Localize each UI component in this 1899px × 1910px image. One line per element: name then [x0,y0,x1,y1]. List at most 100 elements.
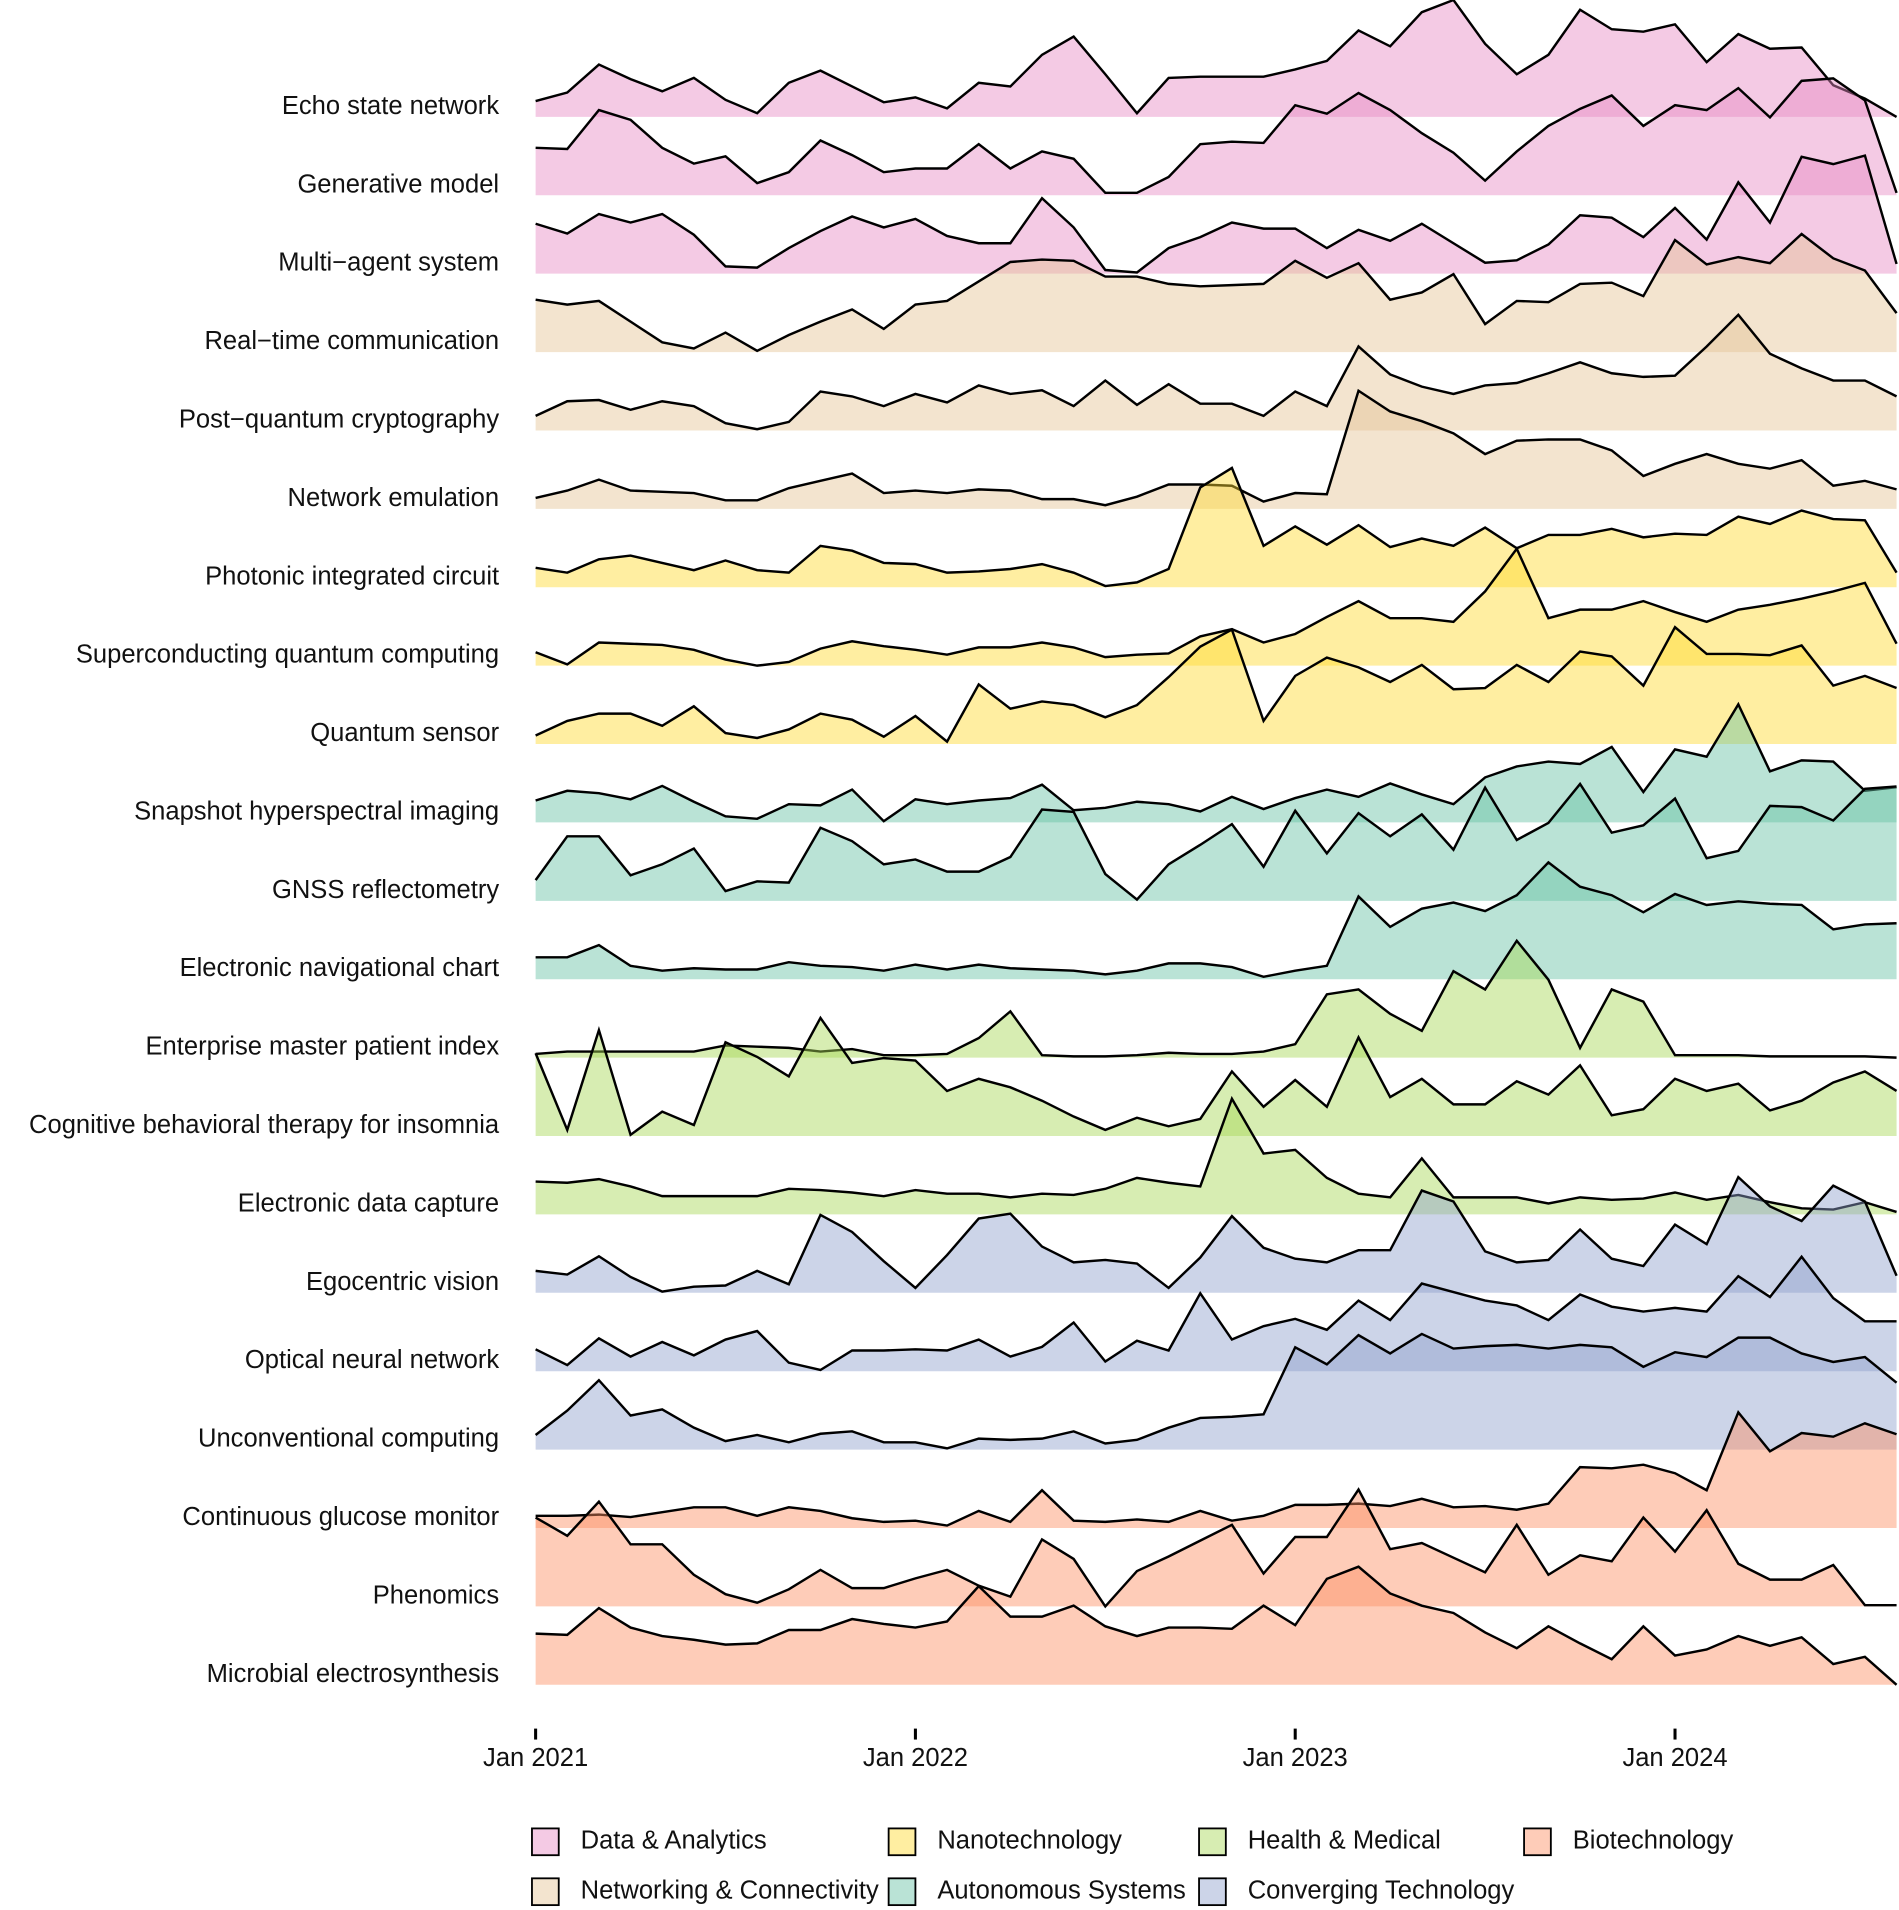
ridge-line [535,1409,1897,1527]
y-tick-label: GNSS reflectometry [272,876,499,904]
ridge-area [535,314,1897,431]
ridge-area [535,467,1897,588]
x-tick-label: Jan 2023 [1243,1744,1348,1772]
ridge [535,1254,1897,1372]
y-tick-label: Enterprise master patient index [146,1033,500,1061]
ridge-area [535,1412,1897,1528]
ridge-line [535,313,1898,431]
ridge-line [535,0,1898,118]
y-tick-label: Superconducting quantum computing [76,641,499,669]
ridge-line [535,1095,1897,1214]
ridge [535,1487,1897,1609]
ridge-area [535,1098,1897,1215]
ridge-area [535,78,1897,196]
ridge [535,625,1898,745]
ridge-area [535,862,1897,980]
ridge [535,938,1897,1059]
ridge-line [535,466,1898,588]
ridge-area [535,704,1897,823]
ridge-line [535,546,1898,667]
ridge-line [535,701,1897,823]
y-tick-label: Electronic data capture [238,1189,499,1217]
y-tick-label: Phenomics [373,1581,499,1609]
ridge-line [534,781,1897,902]
ridge-area [535,940,1897,1058]
ridge [535,154,1898,274]
y-tick-label: Photonic integrated circuit [205,562,499,590]
y-tick-label: Cognitive behavioral therapy for insomni… [29,1111,500,1139]
ridge [535,1095,1897,1215]
y-tick-label: Optical neural network [245,1346,499,1374]
legend-swatch [887,1827,917,1857]
y-tick-label: Generative model [297,170,499,198]
y-tick-label: Real−time communication [204,327,499,355]
ridge-area [535,390,1897,509]
legend-label: Networking & Connectivity [581,1876,879,1904]
ridge-line [535,77,1898,195]
x-tick-label: Jan 2021 [483,1744,588,1772]
ridge-line [535,388,1897,507]
ridge-area [535,155,1897,274]
ridge [535,388,1897,509]
legend-label: Nanotechnology [937,1827,1122,1855]
ridge-area [535,1333,1897,1450]
x-tick-label: Jan 2022 [863,1744,968,1772]
ridge [535,1175,1898,1293]
ridge [535,546,1898,667]
ridge [535,313,1898,431]
ridge-area [535,1566,1897,1685]
y-tick-label: Egocentric vision [306,1268,499,1296]
y-tick-label: Network emulation [288,484,500,512]
y-tick-label: Microbial electrosynthesis [207,1660,499,1688]
ridge [535,232,1898,353]
ridge [535,1409,1897,1528]
legend-swatch [1198,1827,1227,1857]
ridge-area [535,1489,1897,1607]
ridge [535,0,1898,118]
ridge [534,781,1897,902]
ridge-area [535,548,1897,666]
legend-label: Converging Technology [1248,1876,1515,1904]
ridge-area [535,233,1897,353]
x-tick-label: Jan 2024 [1622,1744,1727,1772]
y-tick-label: Snapshot hyperspectral imaging [134,797,499,825]
y-tick-label: Echo state network [282,92,499,120]
ridge-line [535,938,1897,1059]
ridge-area [535,1256,1897,1372]
legend-label: Autonomous Systems [937,1876,1185,1904]
ridge [535,466,1898,588]
ridge-area [535,1017,1897,1137]
ridge-area [535,1177,1897,1293]
ridge-line [534,1332,1898,1450]
ridge [534,1015,1898,1137]
ridge-line [535,232,1898,353]
y-tick-label: Unconventional computing [198,1425,499,1453]
y-tick-label: Multi−agent system [278,249,499,277]
ridge-line [535,860,1897,979]
legend-label: Data & Analytics [581,1827,767,1855]
ridge-area [535,627,1897,745]
legend-label: Health & Medical [1248,1827,1441,1855]
ridge-area [535,0,1897,117]
ridge [535,860,1897,980]
ridge-line [535,1487,1897,1609]
y-tick-label: Continuous glucose monitor [182,1503,499,1531]
legend-swatch [531,1877,560,1907]
ridge [535,77,1898,196]
legend-swatch [531,1827,560,1857]
legend-swatch [887,1877,917,1907]
legend-label: Biotechnology [1573,1827,1734,1855]
ridge-line [535,154,1898,274]
legend-swatch [1523,1827,1552,1857]
ridge-line [534,1015,1898,1137]
ridge-line [535,1175,1898,1293]
ridge [534,1332,1898,1450]
ridge-line [535,1565,1898,1686]
y-tick-label: Quantum sensor [310,719,499,747]
ridge [535,701,1897,823]
y-tick-label: Post−quantum cryptography [179,405,499,433]
ridge-line [535,1254,1897,1372]
ridge [535,1565,1898,1686]
